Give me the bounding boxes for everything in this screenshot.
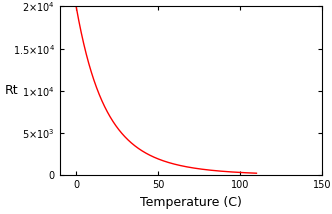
X-axis label: Temperature (C): Temperature (C) [140, 196, 242, 209]
Y-axis label: Rt: Rt [5, 85, 18, 97]
